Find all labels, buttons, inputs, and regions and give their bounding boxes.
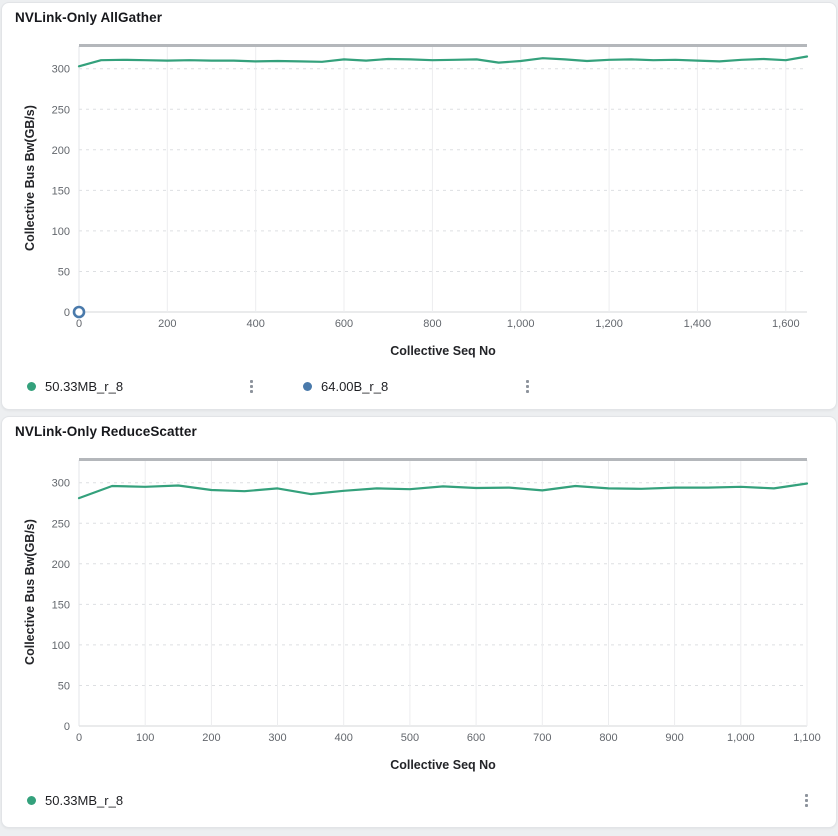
svg-text:50: 50 <box>58 267 70 279</box>
series-color-dot <box>27 795 36 805</box>
svg-text:1,100: 1,100 <box>793 732 821 744</box>
svg-text:900: 900 <box>665 732 683 744</box>
svg-text:1,600: 1,600 <box>772 318 800 330</box>
svg-text:200: 200 <box>52 559 70 571</box>
svg-text:1,200: 1,200 <box>595 318 623 330</box>
svg-text:800: 800 <box>599 732 617 744</box>
svg-text:50: 50 <box>58 681 70 693</box>
series-name-label: 64.00B_r_8 <box>321 378 389 394</box>
svg-text:1,000: 1,000 <box>727 732 755 744</box>
svg-text:250: 250 <box>52 518 70 530</box>
reducescatter-plot-canvas[interactable]: 0 50 100 150 200 250 300 0 100 200 300 400 500 600 700… <box>2 441 837 747</box>
x-axis-label: Collective Seq No <box>390 758 496 772</box>
svg-text:0: 0 <box>64 307 70 319</box>
svg-text:600: 600 <box>335 318 353 330</box>
svg-text:0: 0 <box>64 721 70 733</box>
svg-text:100: 100 <box>52 226 70 238</box>
allgather-chart-card: NVLink-Only AllGather Collective Bus Bw(… <box>1 2 837 410</box>
svg-text:400: 400 <box>247 318 265 330</box>
svg-text:1,400: 1,400 <box>684 318 712 330</box>
legend-reducescatter: 50.33MB_r_8 <box>27 789 812 811</box>
svg-text:400: 400 <box>335 732 353 744</box>
kebab-menu-icon[interactable] <box>522 377 533 396</box>
svg-text:150: 150 <box>52 185 70 197</box>
svg-text:600: 600 <box>467 732 485 744</box>
svg-text:800: 800 <box>423 318 441 330</box>
svg-text:200: 200 <box>202 732 220 744</box>
reducescatter-chart-card: NVLink-Only ReduceScatter Collective Bus… <box>1 416 837 828</box>
chart-title-reducescatter: NVLink-Only ReduceScatter <box>15 424 197 439</box>
legend-item-50.33MB_r_8[interactable]: 50.33MB_r_8 <box>27 375 257 397</box>
svg-text:200: 200 <box>52 145 70 157</box>
legend-allgather: 50.33MB_r_8 64.00B_r_8 <box>27 375 812 397</box>
svg-text:100: 100 <box>136 732 154 744</box>
svg-text:100: 100 <box>52 640 70 652</box>
series-color-dot <box>27 381 36 391</box>
svg-text:0: 0 <box>76 318 82 330</box>
allgather-plot-canvas[interactable]: 0 50 100 150 200 250 300 0 200 400 600 800 1,000 1,20… <box>2 27 837 333</box>
svg-text:250: 250 <box>52 104 70 116</box>
series-name-label: 50.33MB_r_8 <box>45 792 124 808</box>
legend-item-64.00B_r_8[interactable]: 64.00B_r_8 <box>303 375 533 397</box>
svg-text:700: 700 <box>533 732 551 744</box>
svg-text:500: 500 <box>401 732 419 744</box>
svg-text:300: 300 <box>52 478 70 490</box>
svg-text:300: 300 <box>52 64 70 76</box>
svg-text:1,000: 1,000 <box>507 318 535 330</box>
legend-item-50.33MB_r_8[interactable]: 50.33MB_r_8 <box>27 789 812 811</box>
svg-text:150: 150 <box>52 599 70 611</box>
svg-text:200: 200 <box>158 318 176 330</box>
kebab-menu-icon[interactable] <box>246 377 257 396</box>
chart-title-allgather: NVLink-Only AllGather <box>15 10 163 25</box>
svg-text:0: 0 <box>76 732 82 744</box>
kebab-menu-icon[interactable] <box>801 791 812 810</box>
svg-text:300: 300 <box>268 732 286 744</box>
series-name-label: 50.33MB_r_8 <box>45 378 124 394</box>
x-axis-label: Collective Seq No <box>390 344 496 358</box>
series-color-dot <box>303 381 312 391</box>
